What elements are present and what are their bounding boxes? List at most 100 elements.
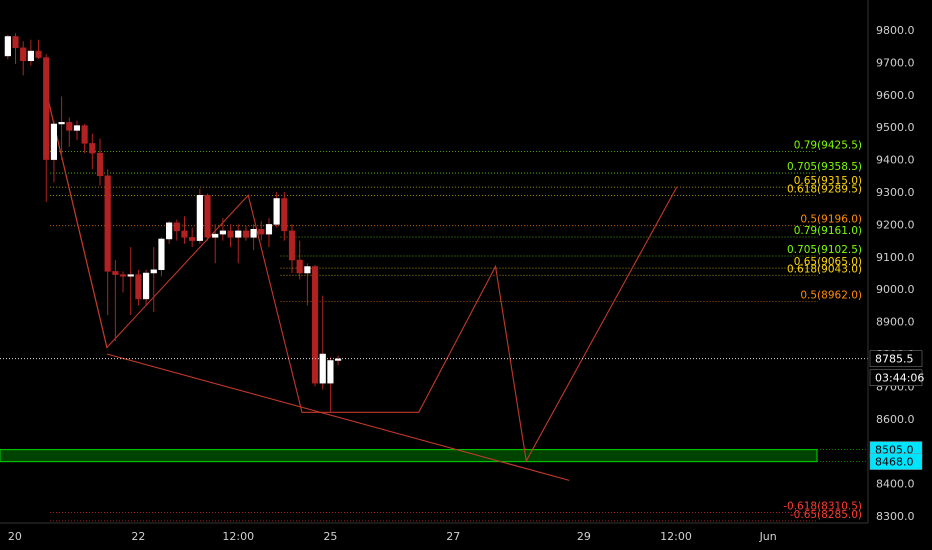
y-tick-label: 9800.0: [876, 24, 915, 37]
candle-body: [235, 230, 242, 238]
candle-body: [4, 36, 11, 57]
x-tick-label: 29: [577, 530, 591, 543]
candle: [89, 133, 96, 170]
zone-low-tag-box: [869, 453, 923, 470]
candle-body: [43, 57, 50, 160]
countdown-tag-text: 03:44:06: [875, 372, 924, 385]
zone-low-tag: 8468.0: [869, 453, 923, 470]
candle: [219, 217, 226, 241]
candle-body: [281, 198, 288, 232]
candle-body: [212, 233, 219, 238]
candle: [304, 263, 311, 306]
fib-label: -0.618(8310.5): [783, 501, 862, 513]
candle-body: [219, 230, 226, 235]
candle-body: [242, 230, 250, 238]
candle: [158, 237, 165, 277]
y-tick-label: 9600.0: [876, 89, 915, 102]
candle: [227, 224, 234, 248]
countdown-tag: 03:44:06: [869, 369, 924, 386]
y-tick-label: 9200.0: [876, 218, 915, 231]
pattern-line: [46, 94, 678, 463]
candle-body: [20, 47, 27, 62]
candle: [258, 221, 265, 241]
fib-label: 0.5(9196.0): [800, 214, 862, 226]
candle-body: [104, 175, 111, 272]
candle-body: [135, 274, 142, 300]
candle-body: [189, 237, 196, 241]
candle-body: [181, 230, 188, 238]
candles: [4, 33, 342, 413]
candle: [20, 41, 27, 76]
fib-label: 0.79(9161.0): [794, 225, 862, 237]
candle: [166, 221, 173, 244]
support-zone: [0, 448, 868, 463]
candle-body: [311, 266, 319, 384]
candle: [212, 224, 219, 264]
fib-label: 0.618(9289.5): [787, 183, 862, 195]
y-tick-label: 8900.0: [876, 316, 915, 329]
candle-body: [273, 198, 280, 225]
candle: [181, 216, 188, 244]
zone-low-tag-text: 8468.0: [875, 456, 914, 469]
candle: [311, 264, 319, 387]
fib-label: 0.705(9358.5): [787, 161, 862, 173]
fib-label: -0.65(8285.0): [790, 509, 862, 521]
candle-body: [27, 50, 34, 62]
candle-body: [66, 122, 73, 131]
candle-body: [196, 194, 203, 241]
candle-body: [265, 224, 273, 235]
candle-body: [81, 125, 88, 144]
candle-body: [150, 269, 157, 274]
candle-body: [73, 125, 81, 131]
candle-body: [142, 272, 150, 300]
fib-label: 0.65(9065.0): [794, 256, 862, 268]
last-price-tag: 8785.5: [869, 350, 923, 367]
candle-body: [12, 36, 19, 49]
candle-body: [319, 353, 326, 384]
candle: [112, 260, 119, 342]
fib-label: 0.618(9043.0): [787, 263, 862, 275]
candle: [142, 269, 150, 306]
candle: [204, 193, 211, 241]
x-tick-label: 12:00: [222, 530, 254, 543]
candle: [119, 271, 127, 293]
candle: [334, 355, 342, 366]
candle: [96, 138, 104, 186]
candle: [50, 120, 58, 183]
candle-body: [96, 152, 104, 177]
candle: [235, 224, 242, 264]
candle-body: [166, 222, 173, 240]
candle: [43, 54, 50, 202]
candle: [327, 357, 334, 413]
x-tick-label: 25: [323, 530, 337, 543]
candle-body: [296, 259, 303, 274]
y-tick-label: 9000.0: [876, 283, 915, 296]
fib-label: 0.65(9315.0): [794, 175, 862, 187]
x-tick-label: 22: [131, 530, 145, 543]
candle: [27, 39, 34, 66]
y-tick-label: 8600.0: [876, 413, 915, 426]
candle-body: [35, 50, 42, 58]
fib-label: 0.5(8962.0): [800, 290, 862, 302]
zone-rect: [0, 448, 818, 463]
y-tick-label: 8300.0: [876, 510, 915, 523]
last-price-tag-box: [869, 350, 923, 367]
candle: [58, 96, 65, 160]
candle-body: [112, 271, 119, 275]
x-tick-label: 27: [446, 530, 460, 543]
candle-body: [119, 274, 127, 277]
candle-body: [58, 122, 65, 125]
x-axis: 20 22 12:00 25 27 29 12:00 Jun: [8, 530, 777, 543]
candle: [104, 169, 111, 316]
y-tick-label: 9700.0: [876, 56, 915, 69]
fib-levels: 0.79(9425.5)0.705(9358.5)0.65(9315.0)0.6…: [50, 139, 862, 522]
fib-label: 0.705(9102.5): [787, 244, 862, 256]
candle-body: [50, 123, 58, 160]
x-tick-label: 12:00: [660, 530, 692, 543]
candle: [12, 33, 19, 65]
x-tick-label: 20: [8, 530, 22, 543]
candle: [66, 117, 73, 147]
candle: [173, 219, 180, 241]
candle: [288, 224, 296, 273]
